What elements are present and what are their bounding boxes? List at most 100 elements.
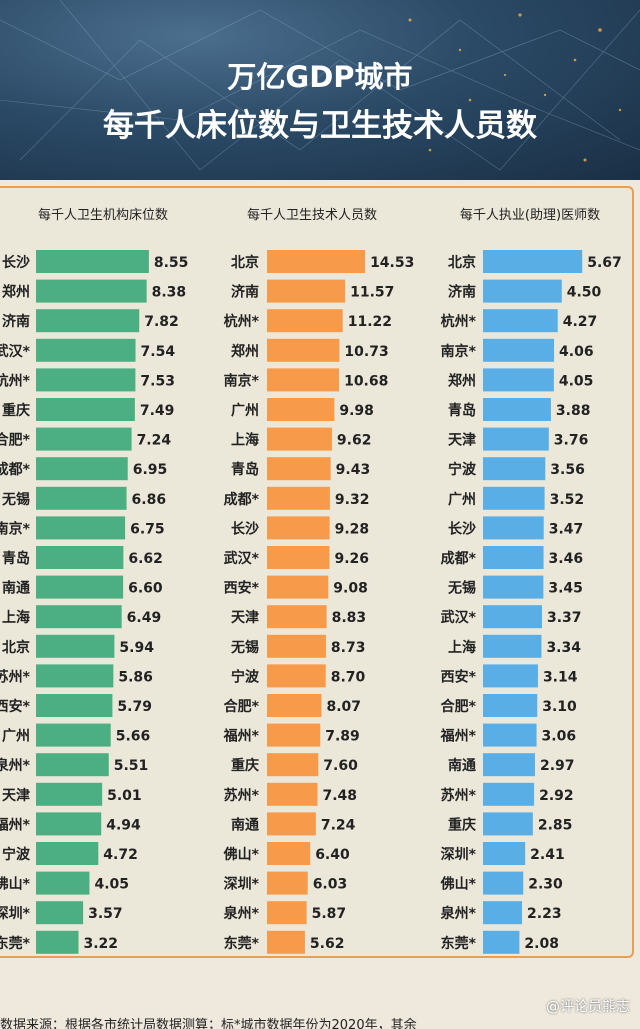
bar-1-6: [267, 427, 332, 451]
bar-1-12: [267, 605, 327, 629]
value-label-2-13: 3.34: [546, 640, 581, 656]
category-label-0-16: 广州: [2, 728, 30, 745]
title-line1: 万亿GDP城市: [227, 60, 413, 94]
bar-0-19: [36, 812, 102, 836]
category-label-0-4: 杭州*: [0, 372, 31, 389]
value-label-1-10: 9.26: [335, 551, 370, 567]
value-label-2-12: 3.37: [547, 610, 582, 626]
value-label-1-18: 7.48: [322, 788, 357, 804]
bar-0-23: [36, 930, 79, 954]
category-label-1-7: 青岛: [231, 461, 259, 478]
bar-0-5: [36, 398, 135, 421]
bar-0-18: [36, 782, 103, 806]
category-label-1-16: 福州*: [223, 728, 260, 745]
bar-2-19: [483, 812, 533, 836]
bar-0-11: [36, 575, 124, 599]
bar-0-14: [36, 664, 114, 688]
value-label-0-7: 6.95: [133, 462, 168, 478]
category-label-0-8: 无锡: [1, 491, 30, 508]
value-label-2-6: 3.76: [554, 433, 589, 449]
bar-0-22: [36, 901, 84, 925]
category-label-0-5: 重庆: [2, 402, 30, 419]
category-label-0-2: 济南: [2, 313, 30, 330]
value-label-1-15: 8.07: [326, 699, 361, 715]
value-label-2-11: 3.45: [548, 581, 583, 597]
bar-0-17: [36, 753, 109, 777]
value-label-0-12: 6.49: [127, 610, 162, 626]
value-label-2-9: 3.47: [549, 521, 584, 537]
value-label-0-1: 8.38: [152, 285, 187, 301]
value-label-0-11: 6.60: [128, 581, 163, 597]
value-label-0-23: 3.22: [84, 936, 119, 952]
footer-note: 数据来源：根据各市统计局数据测算；标*城市数据年份为2020年，其余: [0, 1010, 640, 1029]
bar-1-16: [267, 723, 321, 747]
value-label-1-2: 11.22: [348, 314, 392, 330]
bar-0-15: [36, 694, 113, 717]
bar-1-4: [267, 368, 340, 392]
category-label-2-21: 佛山*: [440, 876, 477, 893]
bar-1-10: [267, 546, 330, 569]
category-label-0-23: 东莞*: [0, 935, 31, 952]
bar-1-2: [267, 309, 343, 333]
category-label-2-13: 上海: [448, 639, 476, 656]
footer-text: 数据来源：根据各市统计局数据测算；标*城市数据年份为2020年，其余: [0, 1018, 417, 1029]
category-label-1-12: 天津: [231, 609, 259, 626]
category-label-1-19: 南通: [231, 816, 259, 833]
value-label-2-8: 3.52: [550, 492, 585, 508]
category-label-0-13: 北京: [2, 639, 30, 656]
category-label-1-1: 济南: [231, 284, 259, 301]
value-label-1-19: 7.24: [321, 817, 356, 833]
bar-0-20: [36, 842, 99, 865]
bar-2-6: [483, 427, 549, 451]
bar-1-3: [267, 338, 340, 362]
header-banner: 万亿GDP城市 每千人床位数与卫生技术人员数: [0, 0, 640, 180]
value-label-2-21: 2.30: [528, 877, 563, 893]
chart-title-1: 每千人卫生技术人员数: [247, 207, 377, 223]
bar-0-6: [36, 427, 132, 451]
bar-1-21: [267, 871, 308, 895]
category-label-1-4: 南京*: [224, 372, 260, 389]
category-label-1-15: 合肥*: [224, 698, 260, 715]
bar-0-4: [36, 368, 136, 392]
value-label-1-20: 6.40: [315, 847, 350, 863]
bar-1-20: [267, 842, 311, 865]
value-label-2-1: 4.50: [567, 285, 602, 301]
bar-2-1: [483, 279, 562, 303]
bar-2-7: [483, 457, 546, 481]
category-label-2-22: 泉州*: [441, 905, 477, 922]
value-label-0-17: 5.51: [114, 758, 149, 774]
value-label-0-19: 4.94: [106, 817, 141, 833]
bar-1-17: [267, 753, 319, 777]
category-label-0-11: 南通: [2, 580, 30, 597]
value-label-1-8: 9.32: [335, 492, 370, 508]
value-label-0-8: 6.86: [132, 492, 167, 508]
bar-2-0: [483, 250, 583, 273]
value-label-2-15: 3.10: [542, 699, 577, 715]
value-label-2-17: 2.97: [540, 758, 575, 774]
value-label-1-11: 9.08: [333, 581, 368, 597]
value-label-0-0: 8.55: [154, 255, 189, 271]
value-label-2-7: 3.56: [550, 462, 585, 478]
value-label-2-22: 2.23: [527, 906, 562, 922]
bar-0-1: [36, 279, 147, 303]
category-label-0-7: 成都*: [0, 461, 31, 478]
bar-0-21: [36, 871, 90, 895]
bar-2-5: [483, 398, 551, 421]
bar-0-2: [36, 309, 140, 333]
category-label-1-8: 成都*: [224, 491, 260, 508]
category-label-2-4: 郑州: [448, 372, 476, 389]
category-label-1-9: 长沙: [231, 520, 259, 537]
bar-0-12: [36, 605, 122, 629]
watermark: @评论员熊志: [546, 999, 630, 1015]
bar-0-7: [36, 457, 128, 481]
category-label-0-17: 泉州*: [0, 757, 31, 774]
value-label-1-5: 9.98: [339, 403, 374, 419]
bar-1-1: [267, 279, 346, 303]
value-label-0-2: 7.82: [144, 314, 179, 330]
category-label-0-19: 福州*: [0, 816, 31, 833]
category-label-0-18: 天津: [2, 787, 30, 804]
bar-0-13: [36, 634, 115, 658]
category-label-2-5: 青岛: [448, 402, 476, 419]
value-label-0-16: 5.66: [116, 729, 151, 745]
